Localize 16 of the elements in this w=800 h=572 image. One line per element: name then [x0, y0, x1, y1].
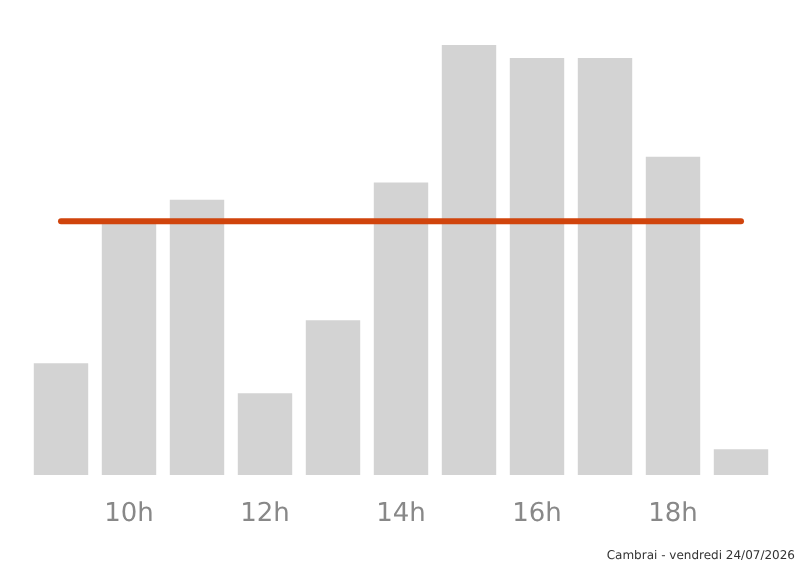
bar: [373, 182, 429, 475]
bar: [441, 45, 497, 475]
bar: [237, 393, 293, 475]
x-tick-label: 12h: [240, 499, 290, 529]
bar: [169, 199, 225, 475]
x-tick-label: 14h: [376, 499, 426, 529]
bar: [33, 363, 89, 475]
bar: [305, 320, 361, 475]
bar: [645, 156, 701, 475]
bar: [577, 57, 633, 475]
bar: [713, 449, 769, 475]
x-tick-label: 10h: [104, 499, 154, 529]
bar: [509, 57, 565, 475]
x-tick-label: 16h: [512, 499, 562, 529]
x-tick-label: 18h: [648, 499, 698, 529]
bar: [101, 221, 157, 475]
